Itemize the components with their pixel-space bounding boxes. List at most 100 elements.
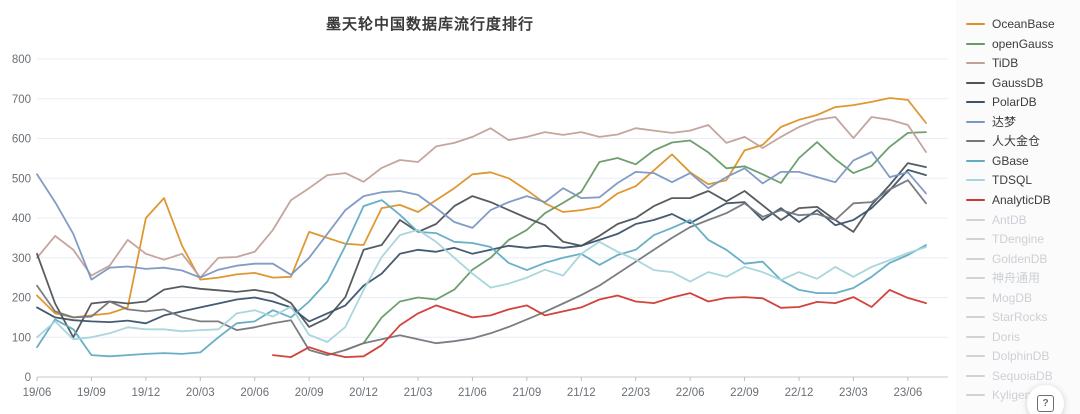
- series-line-GaussDB: [36, 162, 927, 339]
- x-tick-label: 21/12: [567, 387, 596, 399]
- legend-swatch: [966, 238, 985, 241]
- legend-item-Doris[interactable]: Doris: [966, 329, 1020, 345]
- series-line-人大金仓: [36, 179, 927, 357]
- y-tick-label: 300: [12, 253, 31, 265]
- legend-swatch: [966, 140, 985, 143]
- legend-swatch: [966, 296, 985, 299]
- x-tick-label: 21/03: [404, 387, 433, 399]
- x-tick-label: 20/12: [349, 387, 378, 399]
- legend-swatch: [966, 374, 985, 377]
- legend-item-MogDB[interactable]: MogDB: [966, 290, 1032, 306]
- y-tick-label: 200: [12, 293, 31, 305]
- y-tick-label: 700: [12, 94, 31, 106]
- legend-item-PolarDB[interactable]: PolarDB: [966, 94, 1037, 110]
- series-line-AnalyticDB: [271, 288, 927, 359]
- legend-label: AnalyticDB: [992, 192, 1051, 207]
- legend-item-GaussDB[interactable]: GaussDB: [966, 75, 1043, 91]
- y-tick-label: 100: [12, 332, 31, 344]
- legend-swatch: [966, 277, 985, 280]
- legend-swatch: [966, 355, 985, 358]
- legend-item-人大金仓[interactable]: 人大金仓: [966, 133, 1040, 149]
- series-line-OceanBase: [36, 97, 927, 319]
- x-tick-label: 21/06: [458, 387, 487, 399]
- x-tick-label: 23/06: [893, 387, 922, 399]
- legend-swatch: [966, 218, 985, 221]
- legend-label: DolphinDB: [992, 349, 1050, 364]
- legend-swatch: [966, 316, 985, 319]
- y-tick-label: 400: [12, 213, 31, 225]
- legend-swatch: [966, 120, 985, 123]
- legend-swatch: [966, 101, 985, 104]
- series-line-TiDB: [36, 116, 927, 279]
- legend-label: 神舟通用: [992, 271, 1041, 286]
- legend-item-TDSQL[interactable]: TDSQL: [966, 172, 1032, 188]
- legend-item-TDengine[interactable]: TDengine: [966, 231, 1044, 247]
- legend-item-神舟通用[interactable]: 神舟通用: [966, 270, 1040, 286]
- legend-swatch: [966, 23, 985, 25]
- legend-label: GaussDB: [992, 75, 1044, 90]
- legend-swatch: [966, 335, 985, 338]
- y-tick-label: 0: [25, 372, 31, 384]
- legend-label: MogDB: [992, 290, 1033, 305]
- legend-swatch: [966, 179, 985, 182]
- legend-label: openGauss: [992, 36, 1054, 51]
- legend-swatch: [966, 257, 985, 260]
- chart-title: 墨天轮中国数据库流行度排行: [325, 16, 534, 33]
- x-tick-label: 19/06: [23, 387, 52, 399]
- x-tick-label: 19/09: [77, 387, 106, 399]
- legend-swatch: [966, 394, 985, 397]
- legend-label: TDengine: [992, 232, 1045, 247]
- legend-swatch: [966, 159, 985, 162]
- legend-label: GBase: [992, 153, 1029, 168]
- x-tick-label: 22/12: [785, 387, 814, 399]
- legend-item-TiDB[interactable]: TiDB: [966, 55, 1018, 71]
- legend-label: 人大金仓: [992, 134, 1041, 149]
- legend-label: AntDB: [992, 212, 1027, 227]
- x-tick-label: 20/06: [240, 387, 269, 399]
- x-tick-label: 23/03: [839, 387, 868, 399]
- series-line-TDSQL: [36, 228, 927, 343]
- legend-item-OceanBase[interactable]: OceanBase: [966, 16, 1055, 32]
- series-line-PolarDB: [36, 168, 927, 325]
- help-button[interactable]: ?: [1027, 385, 1064, 414]
- x-tick-label: 19/12: [131, 387, 160, 399]
- legend-swatch: [966, 42, 985, 45]
- legend-label: 达梦: [992, 114, 1017, 129]
- series-line-达梦: [36, 151, 927, 281]
- legend-label: SequoiaDB: [992, 368, 1053, 383]
- legend-item-SequoiaDB[interactable]: SequoiaDB: [966, 368, 1053, 384]
- legend-item-达梦[interactable]: 达梦: [966, 114, 1016, 130]
- legend-label: GoldenDB: [992, 251, 1048, 266]
- legend-item-StarRocks[interactable]: StarRocks: [966, 309, 1047, 325]
- x-tick-label: 20/09: [295, 387, 324, 399]
- legend-item-GBase[interactable]: GBase: [966, 153, 1029, 169]
- series-line-GBase: [36, 199, 927, 358]
- x-tick-label: 22/06: [676, 387, 705, 399]
- legend-label: StarRocks: [992, 310, 1048, 325]
- legend-item-AntDB[interactable]: AntDB: [966, 212, 1027, 228]
- y-tick-label: 800: [12, 54, 31, 66]
- question-mark-icon: ?: [1037, 395, 1054, 412]
- legend-label: Doris: [992, 329, 1021, 344]
- legend-item-GoldenDB[interactable]: GoldenDB: [966, 251, 1047, 267]
- legend-swatch: [966, 62, 985, 65]
- legend-label: TDSQL: [992, 173, 1033, 188]
- legend-label: OceanBase: [992, 17, 1055, 31]
- legend-label: PolarDB: [992, 95, 1037, 110]
- legend-item-openGauss[interactable]: openGauss: [966, 36, 1053, 52]
- legend-label: TiDB: [992, 56, 1019, 71]
- x-tick-label: 22/03: [621, 387, 650, 399]
- x-tick-label: 21/09: [512, 387, 541, 399]
- chart-canvas[interactable]: 0 100 200 300 400 500 600 700 800 19/06 19/09 19/12…: [0, 0, 957, 414]
- legend-item-AnalyticDB[interactable]: AnalyticDB: [966, 192, 1051, 208]
- y-tick-label: 600: [12, 134, 31, 146]
- x-tick-label: 22/09: [730, 387, 759, 399]
- x-tick-label: 20/03: [186, 387, 215, 399]
- legend-swatch: [966, 198, 985, 201]
- series-line-openGauss: [344, 131, 927, 351]
- legend: OceanBase openGauss TiDB GaussDB PolarDB 达梦人大…: [956, 0, 1080, 414]
- y-tick-label: 500: [12, 173, 31, 185]
- legend-swatch: [966, 81, 985, 84]
- legend-item-DolphinDB[interactable]: DolphinDB: [966, 348, 1049, 364]
